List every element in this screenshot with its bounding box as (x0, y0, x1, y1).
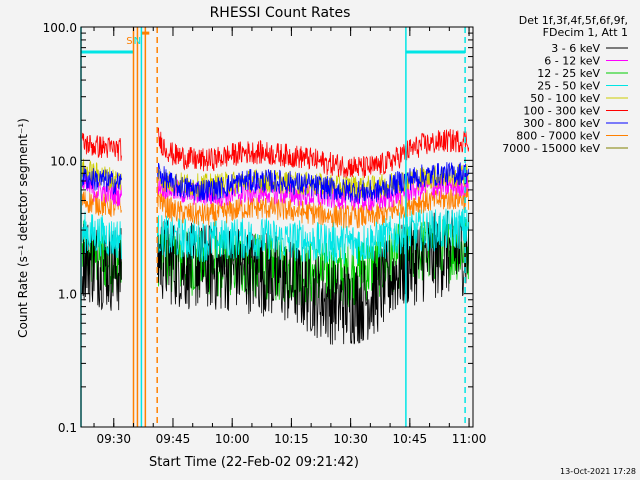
series-line (157, 208, 470, 265)
series-line (157, 186, 470, 229)
plot-frame (80, 26, 474, 428)
series-line (81, 166, 122, 196)
x-tick-label: 10:45 (393, 432, 428, 446)
legend-item-label: 800 - 7000 keV (516, 130, 600, 143)
series-line (157, 173, 469, 211)
legend-header: Det 1f,3f,4f,5f,6f,9f, (519, 14, 628, 27)
series-line (81, 223, 122, 311)
legend-item-label: 100 - 300 keV (523, 105, 600, 118)
date-stamp: 13-Oct-2021 17:28 (560, 467, 636, 476)
y-tick-label: 10.0 (50, 154, 77, 168)
legend-item-label: 50 - 100 keV (530, 92, 600, 105)
x-tick-label: 11:00 (452, 432, 487, 446)
series-line (81, 158, 122, 191)
series-line (81, 132, 122, 162)
annotation-label: S (126, 36, 132, 47)
x-tick-label: 09:45 (156, 432, 191, 446)
annotation-label: N (134, 36, 141, 47)
x-tick-label: 09:30 (96, 432, 131, 446)
y-tick-label: 1.0 (58, 288, 77, 302)
legend-header: FDecim 1, Att 1 (543, 26, 628, 39)
series-line (157, 209, 470, 345)
x-tick-label: 10:00 (215, 432, 250, 446)
series-line (157, 127, 470, 178)
x-tick-label: 10:15 (274, 432, 309, 446)
x-tick-label: 10:30 (333, 432, 368, 446)
y-tick-label: 100.0 (43, 21, 77, 35)
axes: 0.1 1.0 10.0 100.0 09:30 09:45 10:00 10:15 10:30… (43, 21, 487, 446)
y-axis-label: Count Rate (s⁻¹ detector segment⁻¹) (16, 118, 30, 338)
chart-title: RHESSI Count Rates (210, 5, 351, 21)
x-axis-label: Start Time (22-Feb-02 09:21:42) (149, 455, 359, 470)
legend-item-label: 7000 - 15000 keV (502, 142, 600, 155)
legend-item-label: 6 - 12 keV (544, 55, 600, 68)
legend: Det 1f,3f,4f,5f,6f,9f,FDecim 1, Att 1 3 -… (502, 14, 628, 155)
series-line (81, 211, 122, 260)
legend-item-label: 3 - 6 keV (551, 42, 600, 55)
legend-item-label: 300 - 800 keV (523, 117, 600, 130)
series-line (157, 161, 470, 204)
legend-item-label: 25 - 50 keV (537, 80, 600, 93)
y-tick-label: 0.1 (58, 421, 77, 435)
legend-item-label: 12 - 25 keV (537, 67, 600, 80)
